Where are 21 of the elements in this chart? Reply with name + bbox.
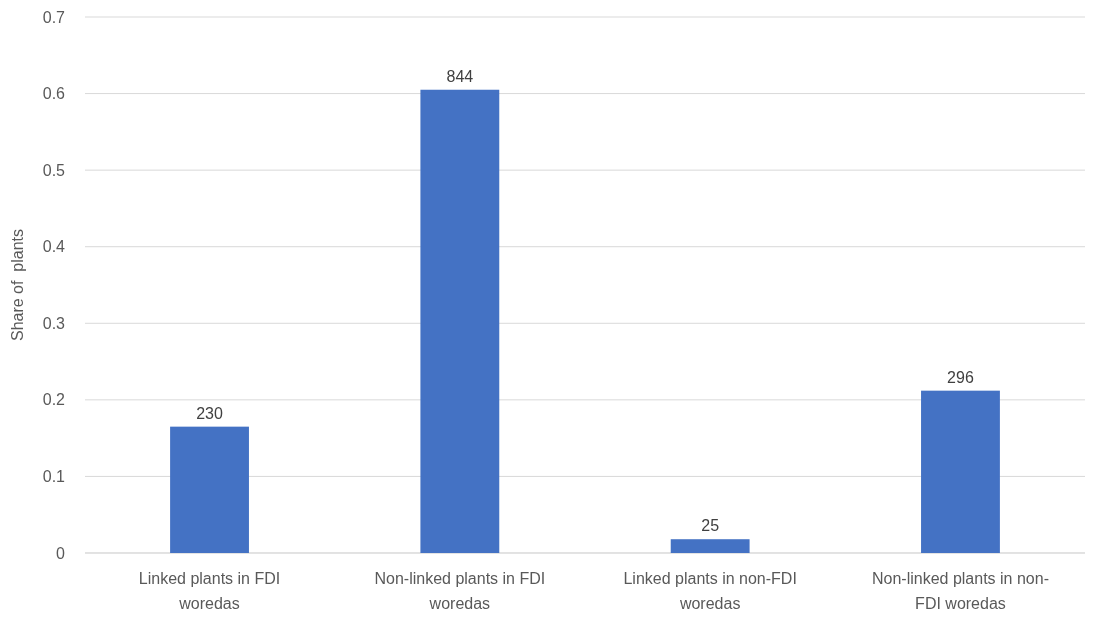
y-axis-title: Share of plants <box>9 228 26 342</box>
x-tick-label: Non-linked plants in non-FDI woredas <box>871 570 1049 612</box>
y-tick-label: 0.3 <box>42 314 66 332</box>
annotation: 296 <box>947 368 974 386</box>
bar <box>921 390 1000 553</box>
x-tick-label: Non-linked plants in FDI woredas <box>374 570 546 612</box>
annotation: 230 <box>196 404 223 422</box>
y-tick-label: 0.4 <box>42 238 66 256</box>
y-tick-label: 0.6 <box>42 85 66 103</box>
bar <box>170 426 249 553</box>
x-tick-label: Linked plants in FDI woredas <box>138 570 281 612</box>
y-tick-label: 0 <box>56 544 66 562</box>
bar <box>420 89 500 553</box>
annotation: 844 <box>446 67 474 85</box>
y-tick-label: 0.5 <box>42 161 66 179</box>
y-tick-label: 0.1 <box>42 468 66 486</box>
annotation: 25 <box>701 517 720 535</box>
y-tick-label: 0.7 <box>42 8 66 26</box>
y-tick-label: 0.2 <box>42 391 66 409</box>
bar <box>670 539 750 553</box>
x-tick-label: Linked plants in non-FDI woredas <box>623 570 797 612</box>
